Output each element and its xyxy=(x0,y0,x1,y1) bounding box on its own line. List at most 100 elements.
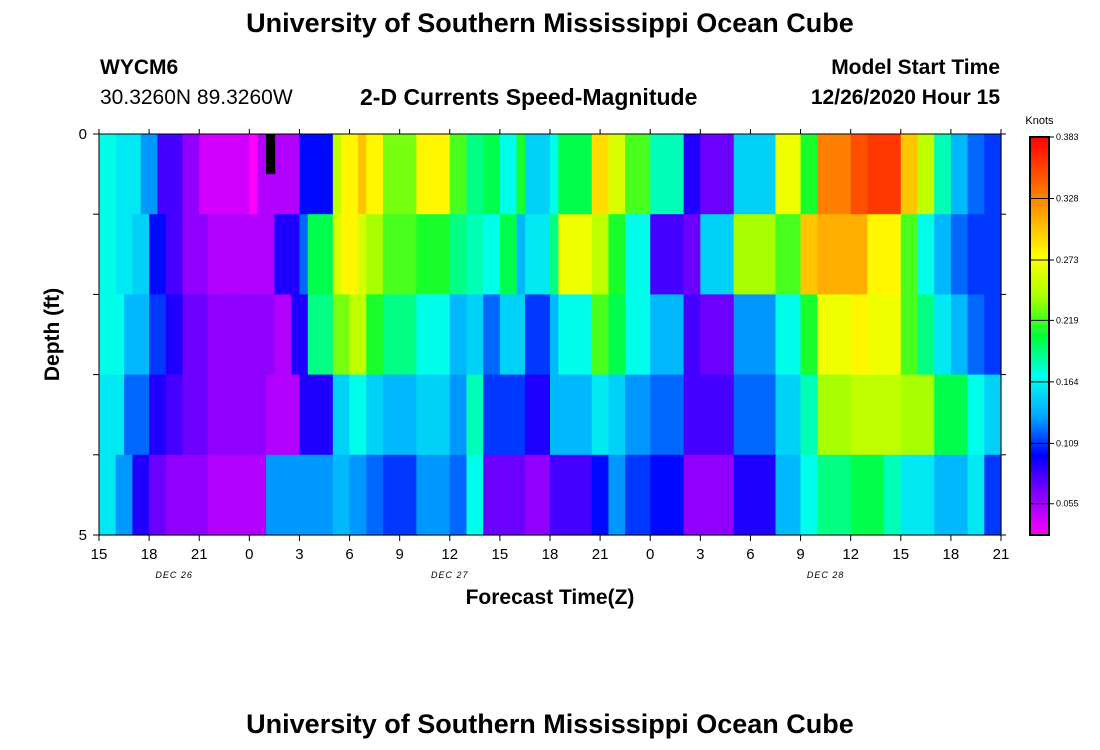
heatmap-cell xyxy=(984,454,994,536)
heatmap-cell xyxy=(750,134,760,215)
heatmap-cell xyxy=(875,454,885,536)
heatmap-cell xyxy=(708,374,718,456)
heatmap-cell xyxy=(224,134,234,215)
heatmap-cell xyxy=(424,294,434,376)
heatmap-cell xyxy=(499,134,509,215)
heatmap-cell xyxy=(499,454,509,536)
heatmap-cell xyxy=(800,454,810,536)
heatmap-cell xyxy=(859,214,868,295)
heatmap-cell xyxy=(884,134,894,215)
heatmap-cell xyxy=(382,374,392,456)
heatmap-cell xyxy=(474,214,484,295)
heatmap-cell xyxy=(842,454,852,536)
heatmap-cell xyxy=(867,134,877,215)
heatmap-cell xyxy=(190,214,200,295)
heatmap-cell xyxy=(666,454,676,536)
heatmap-cell xyxy=(558,374,568,456)
heatmap-cell xyxy=(875,374,885,456)
heatmap-cell xyxy=(675,454,685,536)
heatmap-cell xyxy=(817,214,827,295)
heatmap-cell xyxy=(274,374,284,456)
heatmap-cell xyxy=(140,454,150,536)
heatmap-cell xyxy=(240,294,250,376)
heatmap-cell xyxy=(875,134,885,215)
heatmap-cell xyxy=(758,294,768,376)
heatmap-cell xyxy=(199,134,209,215)
heatmap-cell xyxy=(591,214,601,295)
heatmap-cell xyxy=(299,134,309,215)
heatmap-cell xyxy=(892,134,902,215)
heatmap-cell xyxy=(925,134,935,215)
heatmap-cell xyxy=(909,294,919,376)
heatmap-cell xyxy=(616,294,626,376)
heatmap-cell xyxy=(934,134,944,215)
heatmap-cell xyxy=(608,214,618,295)
heatmap-cell xyxy=(541,134,551,215)
heatmap-cell xyxy=(691,294,701,376)
heatmap-cell xyxy=(516,454,526,536)
heatmap-cell xyxy=(600,454,610,536)
heatmap-cell xyxy=(608,294,618,376)
x-tick-label: 21 xyxy=(993,546,1010,563)
heatmap-cell xyxy=(149,214,159,295)
heatmap-cell xyxy=(817,374,827,456)
heatmap-cell xyxy=(616,134,626,215)
heatmap-cell xyxy=(967,374,977,456)
heatmap-cell xyxy=(382,214,392,295)
y-tick-label: 5 xyxy=(79,527,87,544)
x-tick-label: 18 xyxy=(141,546,158,563)
heatmap-cell xyxy=(942,374,952,456)
heatmap-cell xyxy=(550,214,559,295)
heatmap-cell xyxy=(433,214,443,295)
heatmap-cell xyxy=(942,134,952,215)
heatmap-cell xyxy=(717,294,726,376)
heatmap-cell xyxy=(867,214,877,295)
heatmap-cell xyxy=(992,374,1002,456)
heatmap-cell xyxy=(641,214,651,295)
heatmap-cell xyxy=(474,134,484,215)
heatmap-cell xyxy=(124,134,134,215)
heatmap-cell xyxy=(666,374,676,456)
heatmap-cell xyxy=(149,134,159,215)
heatmap-cell xyxy=(391,134,401,215)
heatmap-cell xyxy=(533,294,543,376)
heatmap-cell xyxy=(399,454,409,536)
x-tick-label: 0 xyxy=(245,546,253,563)
heatmap-cell xyxy=(282,454,292,536)
heatmap-cell xyxy=(307,214,317,295)
heatmap-cell xyxy=(416,294,426,376)
heatmap-cell xyxy=(583,294,593,376)
heatmap-cell xyxy=(491,134,501,215)
heatmap-cell xyxy=(257,214,267,295)
heatmap-cell xyxy=(767,134,777,215)
heatmap-cell xyxy=(666,134,676,215)
heatmap-cell xyxy=(366,374,376,456)
heatmap-cell xyxy=(240,214,250,295)
heatmap-cell xyxy=(215,454,225,536)
heatmap-cell xyxy=(491,454,501,536)
heatmap-cell xyxy=(825,374,835,456)
heatmap-cell xyxy=(224,454,234,536)
heatmap-cell xyxy=(825,294,835,376)
heatmap-cell xyxy=(508,454,518,536)
heatmap-cell xyxy=(750,214,760,295)
heatmap-cell xyxy=(174,374,184,456)
heatmap-cell xyxy=(975,294,985,376)
heatmap-cell xyxy=(449,214,459,295)
heatmap-cell xyxy=(934,294,944,376)
heatmap-cell xyxy=(817,134,827,215)
heatmap-cell xyxy=(700,134,710,215)
heatmap-cell xyxy=(349,454,359,536)
heatmap-cell xyxy=(299,294,309,376)
heatmap-cell xyxy=(266,134,275,215)
heatmap-cell xyxy=(900,294,910,376)
heatmap-cell xyxy=(859,374,868,456)
heatmap-cell xyxy=(591,294,601,376)
heatmap-cell xyxy=(833,214,843,295)
heatmap-cell xyxy=(366,214,376,295)
heatmap-cell xyxy=(274,454,284,536)
heatmap-cell xyxy=(282,214,292,295)
heatmap-cell xyxy=(550,134,559,215)
heatmap-cell xyxy=(650,294,660,376)
heatmap-cell xyxy=(115,214,125,295)
